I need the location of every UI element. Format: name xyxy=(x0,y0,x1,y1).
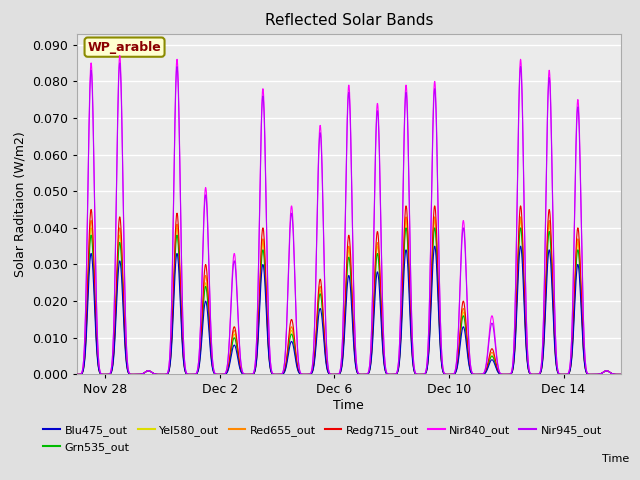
Nir840_out xyxy=(617,372,625,377)
Nir945_out xyxy=(73,372,81,377)
Title: Reflected Solar Bands: Reflected Solar Bands xyxy=(264,13,433,28)
Grn535_out xyxy=(606,370,614,375)
Redg715_out xyxy=(73,372,81,377)
Yel580_out xyxy=(380,357,388,363)
Grn535_out xyxy=(516,225,524,231)
Redg715_out xyxy=(213,372,221,377)
Yel580_out xyxy=(524,359,531,364)
Blu475_out xyxy=(524,361,531,367)
Blu475_out xyxy=(617,372,625,377)
Line: Nir945_out: Nir945_out xyxy=(77,63,621,374)
Nir840_out xyxy=(524,345,531,351)
Nir840_out xyxy=(380,347,388,353)
Red655_out xyxy=(606,370,614,375)
Red655_out xyxy=(617,372,625,377)
Line: Red655_out: Red655_out xyxy=(77,217,621,374)
Red655_out xyxy=(380,357,388,362)
X-axis label: Time: Time xyxy=(333,399,364,412)
Nir840_out xyxy=(73,372,81,377)
Redg715_out xyxy=(606,370,614,375)
Text: Time: Time xyxy=(602,454,629,464)
Redg715_out xyxy=(524,358,531,363)
Grn535_out xyxy=(380,358,388,364)
Red655_out xyxy=(213,372,221,377)
Yel580_out xyxy=(213,372,221,377)
Grn535_out xyxy=(73,372,81,377)
Nir945_out xyxy=(92,261,99,266)
Nir945_out xyxy=(617,372,625,377)
Blu475_out xyxy=(516,243,524,249)
Nir840_out xyxy=(116,53,124,59)
Nir840_out xyxy=(92,258,99,264)
Yel580_out xyxy=(606,370,614,375)
Grn535_out xyxy=(324,368,332,374)
Line: Grn535_out: Grn535_out xyxy=(77,228,621,374)
Nir945_out xyxy=(524,346,531,351)
Redg715_out xyxy=(617,372,625,377)
Yel580_out xyxy=(92,318,99,324)
Nir945_out xyxy=(606,370,614,375)
Blu475_out xyxy=(73,372,81,377)
Red655_out xyxy=(73,372,81,377)
Redg715_out xyxy=(516,203,524,209)
Grn535_out xyxy=(524,359,531,365)
Blu475_out xyxy=(92,327,99,333)
Nir840_out xyxy=(324,364,332,370)
Grn535_out xyxy=(617,372,625,377)
Grn535_out xyxy=(213,372,221,377)
Yel580_out xyxy=(73,372,81,377)
Legend: Blu475_out, Grn535_out, Yel580_out, Red655_out, Redg715_out, Nir840_out, Nir945_: Blu475_out, Grn535_out, Yel580_out, Red6… xyxy=(39,421,606,457)
Red655_out xyxy=(92,315,99,321)
Nir840_out xyxy=(213,372,221,377)
Nir945_out xyxy=(380,348,388,354)
Blu475_out xyxy=(324,369,332,374)
Redg715_out xyxy=(324,368,332,373)
Line: Nir840_out: Nir840_out xyxy=(77,56,621,374)
Nir945_out xyxy=(213,372,221,377)
Nir945_out xyxy=(116,60,124,66)
Blu475_out xyxy=(380,360,388,366)
Red655_out xyxy=(324,368,332,373)
Nir840_out xyxy=(606,370,614,375)
Redg715_out xyxy=(92,312,99,317)
Redg715_out xyxy=(380,355,388,361)
Y-axis label: Solar Raditaion (W/m2): Solar Raditaion (W/m2) xyxy=(13,131,26,277)
Blu475_out xyxy=(213,372,221,377)
Nir945_out xyxy=(324,364,332,370)
Line: Yel580_out: Yel580_out xyxy=(77,220,621,374)
Blu475_out xyxy=(606,370,614,375)
Grn535_out xyxy=(92,321,99,326)
Line: Blu475_out: Blu475_out xyxy=(77,246,621,374)
Yel580_out xyxy=(324,368,332,374)
Red655_out xyxy=(524,358,531,364)
Red655_out xyxy=(516,214,524,220)
Text: WP_arable: WP_arable xyxy=(88,41,161,54)
Yel580_out xyxy=(516,217,524,223)
Yel580_out xyxy=(617,372,625,377)
Line: Redg715_out: Redg715_out xyxy=(77,206,621,374)
